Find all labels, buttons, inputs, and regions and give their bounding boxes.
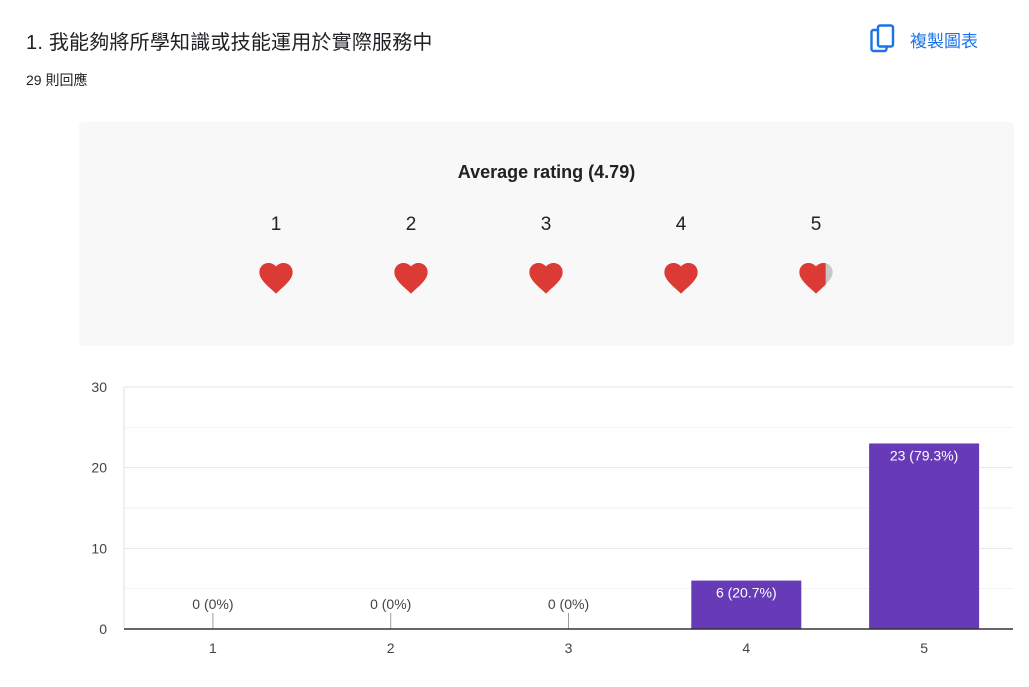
copy-chart-button[interactable]: 複製圖表 [870,22,978,56]
response-count: 29 則回應 [26,72,88,88]
rating-number: 5 [810,214,822,235]
copy-icon [870,24,896,54]
rating-item-5: 5 [786,214,846,303]
data-label: 0 (0%) [548,596,589,612]
bar-4 [691,580,802,629]
bar-chart-svg: 0 10 20 30 0 (0%) 1 0 (0%) 2 0 (0%) 3 6 (20.7%) 4 23… [91,379,1013,656]
x-tick-label: 3 [565,640,573,656]
y-tick-label: 20 [91,460,107,476]
rating-number: 2 [405,214,417,235]
x-tick-label: 5 [920,640,928,656]
bar-5 [869,443,980,629]
x-tick-label: 1 [209,640,217,656]
copy-chart-label: 複製圖表 [910,31,978,51]
data-label: 0 (0%) [192,596,233,612]
y-tick-label: 10 [91,540,107,556]
data-label: 23 (79.3%) [890,447,958,463]
question-title: 1. 我能夠將所學知識或技能運用於實際服務中 [26,32,433,54]
rating-item-4: 4 [651,214,711,303]
y-tick-label: 30 [91,379,107,395]
data-label: 0 (0%) [370,596,411,612]
heart-icon [256,258,296,303]
average-rating-label: Average rating (4.79) [457,162,636,182]
rating-number: 4 [675,214,687,235]
rating-item-2: 2 [381,214,441,303]
y-tick-label: 0 [99,621,107,637]
bar-chart: 0 10 20 30 0 (0%) 1 0 (0%) 2 0 (0%) 3 6 (20.7%) 4 23… [0,360,1029,680]
heart-icon [391,258,431,303]
heart-icon [796,258,836,303]
rating-item-3: 3 [516,214,576,303]
rating-number: 1 [270,214,282,235]
heart-icon [661,258,701,303]
x-tick-label: 2 [387,640,395,656]
rating-number: 3 [540,214,552,235]
data-label: 6 (20.7%) [716,585,777,601]
rating-item-1: 1 [246,214,306,303]
x-tick-label: 4 [742,640,750,656]
average-rating-panel: Average rating (4.79) 1 2 3 4 5 [79,122,1014,346]
heart-icon [526,258,566,303]
